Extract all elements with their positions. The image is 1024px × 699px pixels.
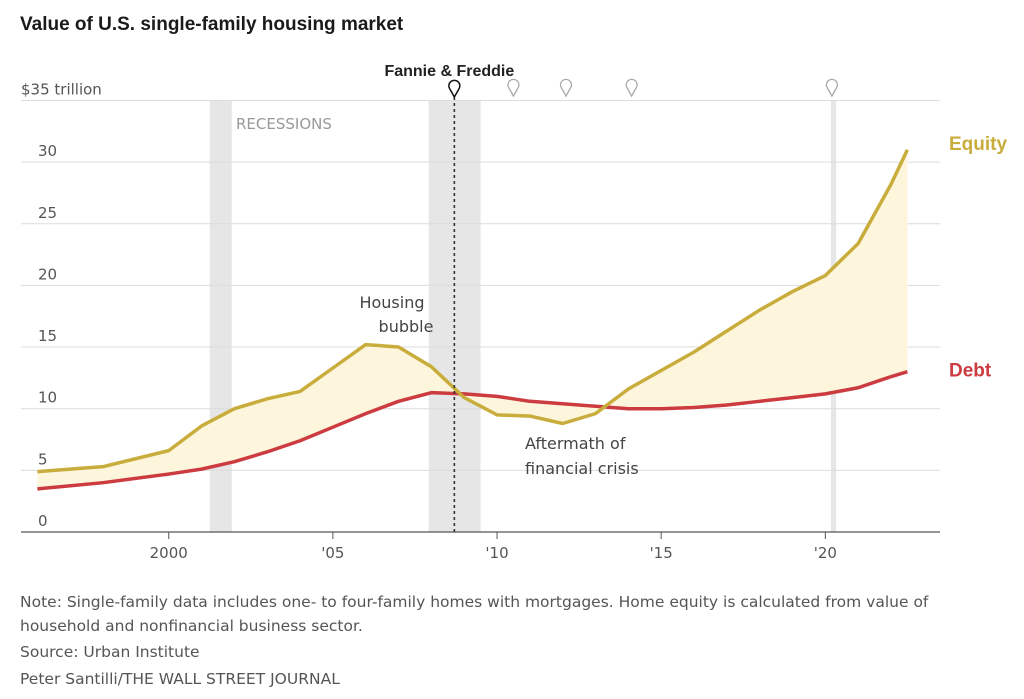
crisis-annotation-line2: financial crisis bbox=[525, 459, 639, 478]
y-tick-label-20: 20 bbox=[38, 265, 57, 283]
equity-line bbox=[37, 149, 909, 474]
housing-bubble-annotation-line1: Housing bbox=[359, 293, 424, 312]
equity-series-label: Equity bbox=[949, 134, 1007, 155]
fannie-freddie-label: Fannie & Freddie bbox=[384, 63, 514, 80]
chart-note: Note: Single-family data includes one- t… bbox=[20, 593, 929, 635]
chart-title: Value of U.S. single-family housing mark… bbox=[20, 14, 404, 35]
x-tick-label-2015: '15 bbox=[650, 544, 673, 562]
chart-credit: Peter Santilli/THE WALL STREET JOURNAL bbox=[20, 670, 340, 688]
fannie-freddie-pin-icon bbox=[448, 79, 461, 99]
event-pin-icon-0 bbox=[507, 78, 520, 98]
y-tick-label-25: 25 bbox=[38, 204, 57, 222]
housing-bubble-annotation-line2: bubble bbox=[379, 317, 434, 336]
x-tick-label-2010: '10 bbox=[485, 544, 508, 562]
crisis-annotation-line1: Aftermath of bbox=[525, 434, 626, 453]
event-pin-icon-1 bbox=[559, 78, 573, 98]
y-tick-label-15: 15 bbox=[38, 327, 57, 345]
chart-area: 0 5 10 15 20 25 30 $35 trillion 2000 '05 '10 '15 '20… bbox=[21, 63, 1007, 562]
x-tick-label-2020: '20 bbox=[814, 544, 837, 562]
y-tick-label-5: 5 bbox=[38, 450, 48, 468]
y-unit-label: $35 trillion bbox=[21, 80, 102, 98]
y-tick-label-10: 10 bbox=[38, 389, 57, 407]
debt-series-label: Debt bbox=[949, 361, 992, 382]
x-tick-label-2000: 2000 bbox=[150, 544, 188, 562]
debt-line bbox=[37, 370, 908, 491]
chart-source: Source: Urban Institute bbox=[20, 643, 200, 661]
x-tick-label-2005: '05 bbox=[321, 544, 344, 562]
y-tick-label-30: 30 bbox=[38, 142, 57, 160]
recessions-annotation: RECESSIONS bbox=[236, 115, 332, 133]
y-tick-label-0: 0 bbox=[38, 512, 48, 530]
event-pin-icon-2 bbox=[625, 78, 638, 98]
event-pin-icon-3 bbox=[825, 78, 839, 98]
